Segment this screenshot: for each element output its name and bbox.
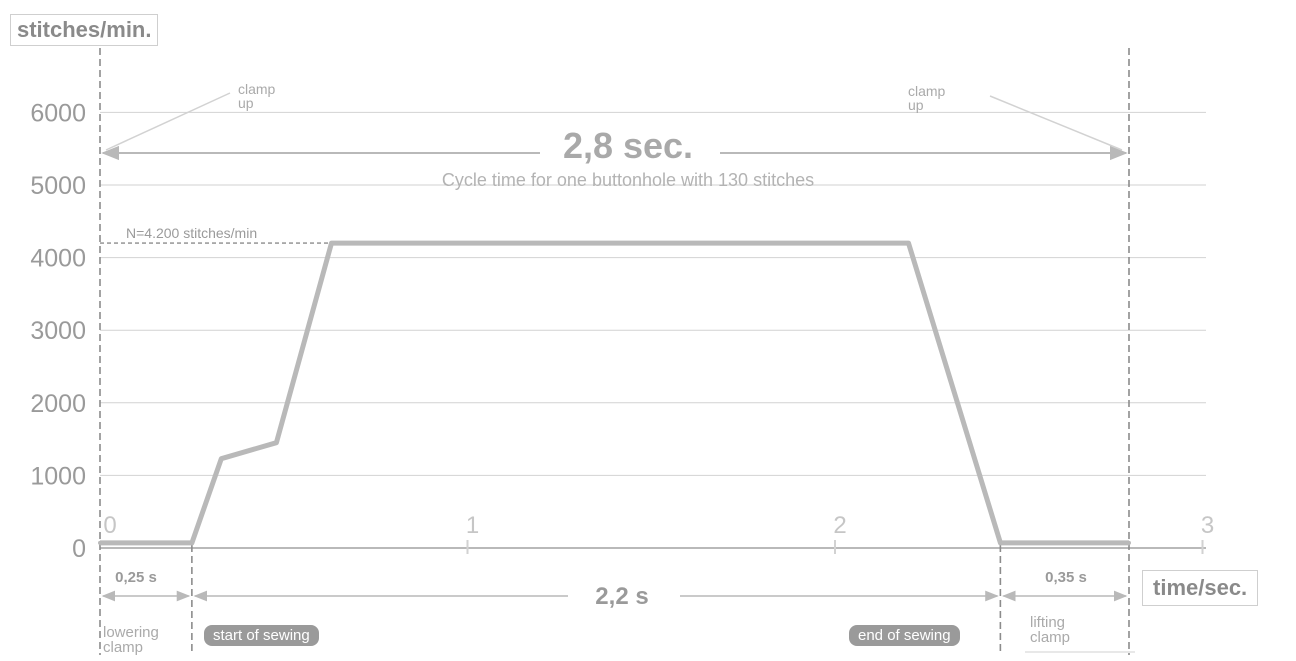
x-tick-label: 1 xyxy=(466,512,479,539)
cycle-time-label: 2,8 sec. xyxy=(563,125,693,166)
y-tick-label: 3000 xyxy=(30,317,86,345)
x-tick-label: 3 xyxy=(1201,512,1214,539)
data-point xyxy=(329,241,334,246)
phase-label-lowering: 0,25 s xyxy=(115,569,157,586)
y-tick-label: 4000 xyxy=(30,245,86,273)
x-axis-label: time/sec. xyxy=(1142,570,1259,606)
cycle-time-subtitle: Cycle time for one buttonhole with 130 s… xyxy=(442,170,814,190)
clamp-up-left-label: clamp xyxy=(238,81,276,97)
data-point xyxy=(98,540,102,545)
data-point xyxy=(998,540,1003,545)
speed-series-line xyxy=(100,240,1129,546)
reference-line-label: N=4.200 stitches/min xyxy=(126,225,257,241)
y-tick-label: 6000 xyxy=(30,99,86,127)
y-tick-label: 5000 xyxy=(30,172,86,200)
lowering-clamp-label: clamp xyxy=(103,639,143,656)
data-point xyxy=(906,241,911,246)
data-point xyxy=(189,540,194,545)
y-tick-label: 1000 xyxy=(30,462,86,490)
phase-label-sewing: 2,2 s xyxy=(595,583,648,610)
lowering-clamp-label: lowering xyxy=(103,624,159,641)
data-point xyxy=(1127,540,1131,545)
clamp-up-right-pointer xyxy=(989,95,1123,151)
clamp-up-right-label: clamp xyxy=(908,83,946,99)
data-point xyxy=(219,456,224,461)
x-tick-label: 2 xyxy=(833,512,846,539)
y-tick-label: 2000 xyxy=(30,390,86,418)
lifting-clamp-label: lifting xyxy=(1030,614,1065,631)
y-axis-label: stitches/min. xyxy=(10,14,159,46)
phase-label-lifting: 0,35 s xyxy=(1045,569,1087,586)
clamp-up-left-pointer xyxy=(105,92,231,151)
clamp-up-left-label: up xyxy=(238,95,254,111)
y-tick-label: 0 xyxy=(72,535,86,563)
lifting-clamp-label: clamp xyxy=(1030,629,1070,646)
end-of-sewing-badge: end of sewing xyxy=(849,625,960,646)
x-tick-label: 0 xyxy=(103,512,116,539)
clamp-up-right-label: up xyxy=(908,97,924,113)
data-point xyxy=(274,440,279,445)
start-of-sewing-badge: start of sewing xyxy=(204,625,319,646)
